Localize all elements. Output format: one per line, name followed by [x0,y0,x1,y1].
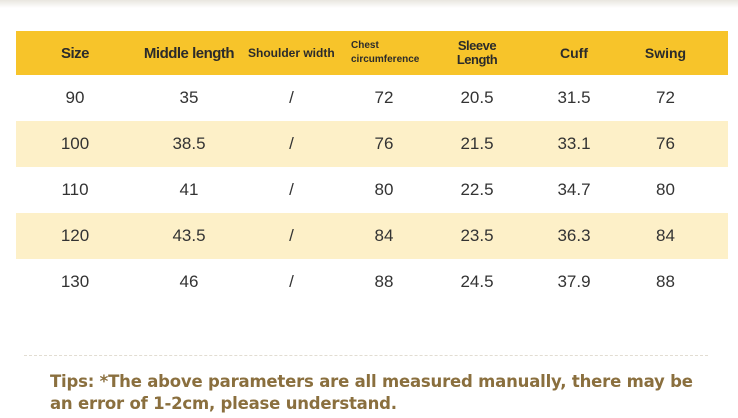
table-row: 100 38.5 / 76 21.5 33.1 76 [16,121,728,167]
cell-swing: 72 [656,88,675,107]
size-chart-table: Size Middle length Shoulder width Chest … [16,31,728,305]
cell-swing: 76 [656,134,675,153]
cell-sleeve-length: 23.5 [460,226,494,245]
header-cuff: Cuff [560,45,588,61]
cell-cuff: 36.3 [557,226,591,245]
cell-size: 120 [60,226,90,245]
cell-shoulder-width: / [289,88,294,107]
table-header-row: Size Middle length Shoulder width Chest … [16,31,728,75]
header-swing: Swing [644,45,687,61]
cell-middle-length: 43.5 [172,226,206,245]
cell-chest: 72 [374,88,394,107]
header-chest-circumference: Chest circumference [351,40,420,65]
cell-sleeve-length: 21.5 [460,134,494,153]
cell-middle-length: 41 [179,180,199,199]
cell-swing: 84 [656,226,675,245]
cell-middle-length: 35 [179,88,199,107]
header-sleeve-line1: Sleeve [457,38,497,53]
cell-swing: 88 [656,272,675,291]
header-middle-length: Middle length [143,44,235,62]
cell-cuff: 34.7 [557,180,591,199]
cell-shoulder-width: / [289,226,294,245]
cell-shoulder-width: / [289,180,294,199]
dashed-divider [24,355,708,356]
cell-swing: 80 [656,180,675,199]
top-edge-strip [0,0,738,8]
table-row: 90 35 / 72 20.5 31.5 72 [16,75,728,121]
cell-size: 100 [60,134,90,153]
cell-middle-length: 46 [179,272,199,291]
cell-cuff: 33.1 [557,134,591,153]
header-sleeve-line2: Length [456,52,498,67]
cell-chest: 84 [374,226,394,245]
cell-middle-length: 38.5 [172,134,206,153]
table-row: 120 43.5 / 84 23.5 36.3 84 [16,213,728,259]
header-shoulder-width: Shoulder width [248,45,335,60]
header-size: Size [60,44,90,62]
cell-cuff: 31.5 [557,88,591,107]
table-row: 110 41 / 80 22.5 34.7 80 [16,167,728,213]
cell-sleeve-length: 24.5 [460,272,494,291]
cell-size: 90 [65,88,85,107]
cell-chest: 76 [374,134,394,153]
cell-shoulder-width: / [289,272,294,291]
cell-size: 110 [61,180,89,199]
cell-sleeve-length: 22.5 [460,180,494,199]
cell-cuff: 37.9 [557,272,591,291]
cell-shoulder-width: / [289,134,294,153]
table-row: 130 46 / 88 24.5 37.9 88 [16,259,728,305]
cell-chest: 88 [374,272,394,291]
tips-note: Tips: *The above parameters are all meas… [50,372,693,413]
cell-size: 130 [60,272,90,291]
cell-sleeve-length: 20.5 [460,88,494,107]
cell-chest: 80 [374,180,394,199]
header-sleeve-length: Sleeve Length [429,39,525,67]
